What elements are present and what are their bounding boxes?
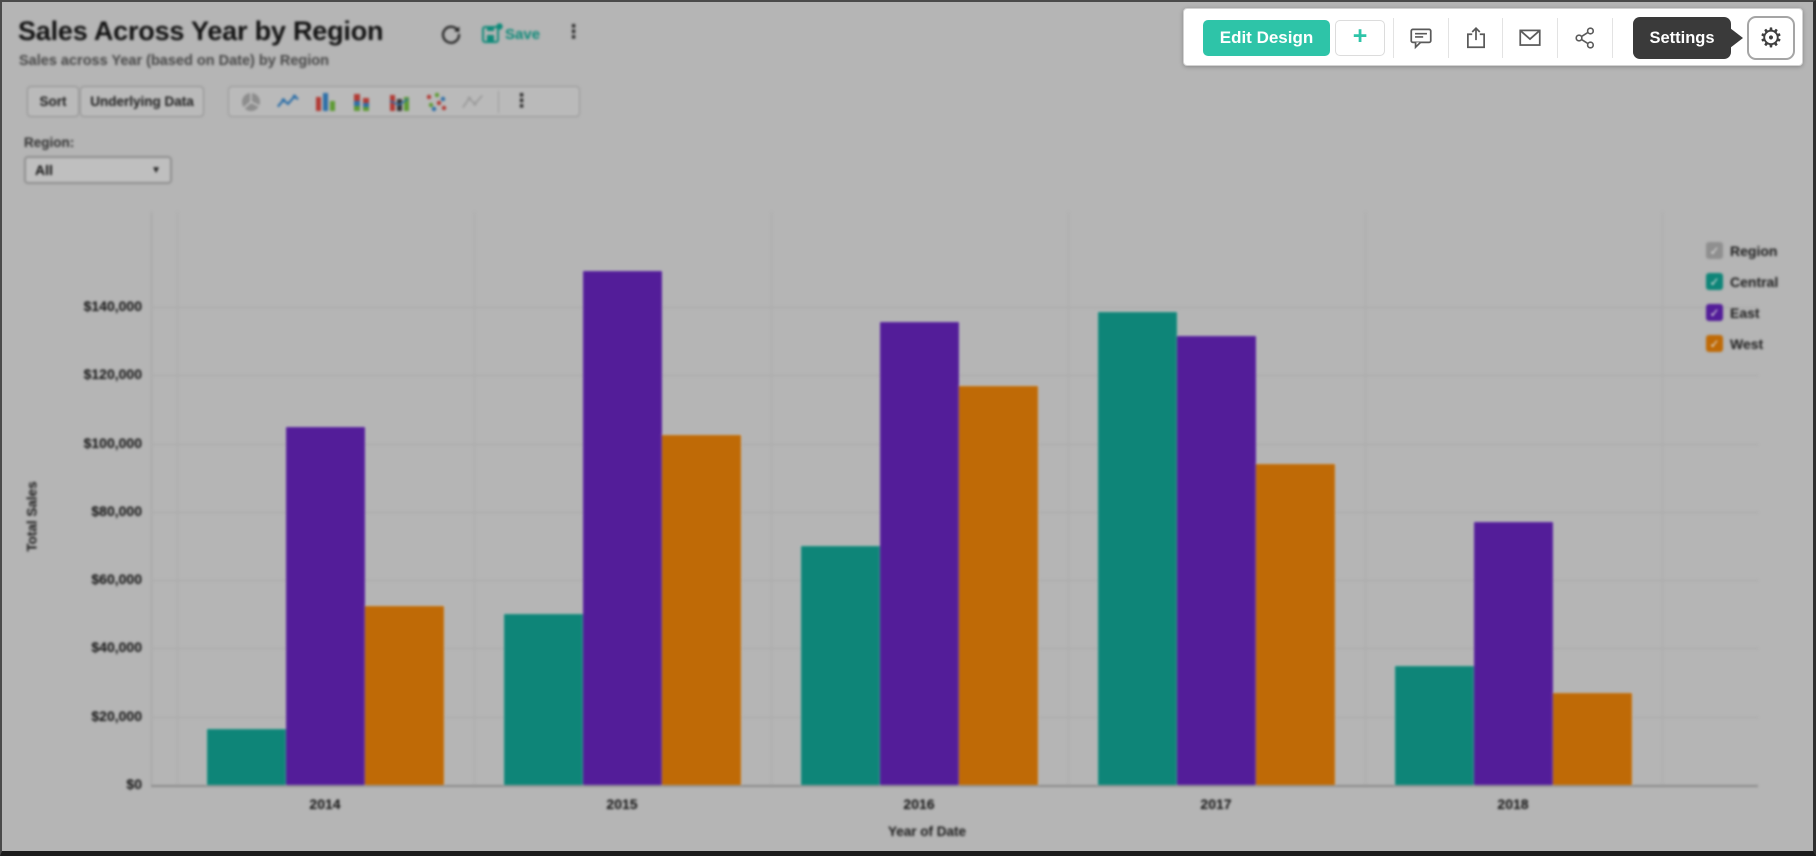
pie-chart-icon[interactable]	[239, 91, 263, 113]
legend-item-west: ✓ West	[1706, 335, 1763, 352]
bar-east-2015[interactable]	[581, 270, 663, 786]
export-icon	[1466, 27, 1485, 49]
divider	[1557, 18, 1558, 58]
divider	[1448, 18, 1449, 58]
divider	[1393, 18, 1394, 58]
refresh-icon[interactable]	[439, 22, 463, 51]
bar-central-2018[interactable]	[1393, 664, 1475, 786]
legend-item-east: ✓ East	[1706, 304, 1760, 321]
email-icon	[1518, 29, 1541, 46]
bar-central-2017[interactable]	[1096, 311, 1178, 786]
chevron-down-icon: ▼	[151, 164, 161, 176]
add-widget-button[interactable]: +	[1335, 20, 1385, 56]
y-axis-tick-label: $20,000	[91, 707, 142, 724]
y-axis-tick-label: $120,000	[83, 366, 142, 383]
page-title: Sales Across Year by Region	[18, 16, 384, 46]
category-separator-line	[1661, 212, 1663, 785]
y-axis-tick-label: $100,000	[83, 434, 142, 451]
category-separator-line	[176, 212, 178, 785]
legend-checkbox[interactable]: ✓	[1706, 273, 1723, 290]
category-separator-line	[1067, 212, 1069, 785]
chart-type-kebab-menu-icon[interactable]: ⋮	[512, 91, 531, 112]
divider	[1502, 18, 1503, 58]
share-icon	[1574, 27, 1594, 49]
y-axis-tick-label: $140,000	[83, 298, 142, 314]
region-filter-label: Region:	[24, 135, 75, 150]
legend-checkbox[interactable]: ✓	[1706, 335, 1723, 352]
divider	[498, 90, 499, 113]
y-axis-tick-label: $0	[126, 776, 142, 792]
highlighted-toolbar: Edit Design +	[1183, 8, 1803, 66]
settings-button[interactable]: ⚙	[1747, 16, 1795, 60]
email-button[interactable]	[1502, 20, 1557, 56]
x-axis-tick-label: 2015	[606, 796, 638, 812]
page-subtitle: Sales across Year (based on Date) by Reg…	[19, 53, 329, 69]
gear-icon: ⚙	[1758, 22, 1784, 53]
bar-central-2014[interactable]	[205, 727, 287, 786]
edit-design-button[interactable]: Edit Design	[1203, 20, 1330, 56]
y-axis-tick-label: $40,000	[91, 639, 142, 656]
legend-item-central: ✓ Central	[1706, 273, 1778, 290]
comment-icon	[1409, 28, 1432, 50]
bar-east-2014[interactable]	[284, 425, 366, 786]
save-icon[interactable]	[481, 23, 503, 50]
bar-east-2016[interactable]	[878, 321, 960, 786]
column-chart-icon[interactable]	[313, 91, 337, 113]
divider	[1612, 18, 1613, 58]
settings-tooltip: Settings	[1633, 17, 1743, 59]
gridline	[151, 785, 1758, 787]
bar-west-2016[interactable]	[957, 384, 1039, 786]
category-separator-line	[1364, 212, 1366, 785]
x-axis-tick-label: 2018	[1497, 796, 1529, 812]
save-button-label[interactable]: Save	[505, 26, 541, 43]
legend-checkbox[interactable]: ✓	[1706, 242, 1723, 259]
region-filter-value: All	[35, 162, 53, 178]
bar-east-2018[interactable]	[1472, 521, 1554, 786]
line-chart-icon[interactable]	[276, 91, 300, 113]
x-axis-tick-label: 2014	[309, 796, 341, 812]
stacked-column-chart-icon[interactable]	[350, 91, 374, 113]
legend-label: West	[1730, 335, 1764, 352]
bar-west-2015[interactable]	[660, 434, 742, 786]
x-axis-tick-label: 2017	[1200, 796, 1232, 812]
bar-east-2017[interactable]	[1175, 335, 1257, 786]
legend-label: Region	[1730, 242, 1778, 259]
bar-central-2016[interactable]	[799, 545, 881, 786]
legend-label: East	[1730, 304, 1760, 321]
x-axis-tick-label: 2016	[903, 796, 935, 812]
y-axis-tick-label: $80,000	[91, 502, 142, 519]
header-kebab-menu-icon[interactable]: ⋮	[564, 22, 583, 43]
bar-west-2014[interactable]	[363, 604, 445, 787]
bar-central-2015[interactable]	[502, 613, 584, 786]
scatter-chart-icon[interactable]	[424, 91, 448, 113]
category-separator-line	[770, 212, 772, 785]
legend-label: Central	[1730, 273, 1779, 290]
y-axis-tick-label: $60,000	[91, 571, 142, 588]
legend-title-row: ✓ Region	[1706, 242, 1777, 259]
gridline	[151, 307, 1758, 308]
legend-checkbox[interactable]: ✓	[1706, 304, 1723, 321]
bar-west-2017[interactable]	[1254, 463, 1336, 786]
share-button[interactable]	[1557, 20, 1612, 56]
region-filter-dropdown[interactable]: All ▼	[24, 156, 172, 184]
settings-tooltip-label: Settings	[1649, 28, 1715, 47]
chart-type-selector: ⋮	[228, 86, 580, 117]
bar-west-2018[interactable]	[1551, 691, 1633, 786]
x-axis-title: Year of Date	[887, 824, 967, 839]
sort-button[interactable]: Sort	[27, 86, 79, 117]
category-separator-line	[473, 212, 475, 785]
polygon-chart-icon[interactable]	[461, 91, 485, 113]
export-button[interactable]	[1448, 20, 1503, 56]
bar-line-chart-icon[interactable]	[387, 91, 411, 113]
comment-button[interactable]	[1393, 20, 1448, 56]
tooltip-arrow	[1730, 28, 1743, 48]
underlying-data-button[interactable]: Underlying Data	[80, 86, 204, 117]
y-axis-line	[151, 212, 152, 785]
